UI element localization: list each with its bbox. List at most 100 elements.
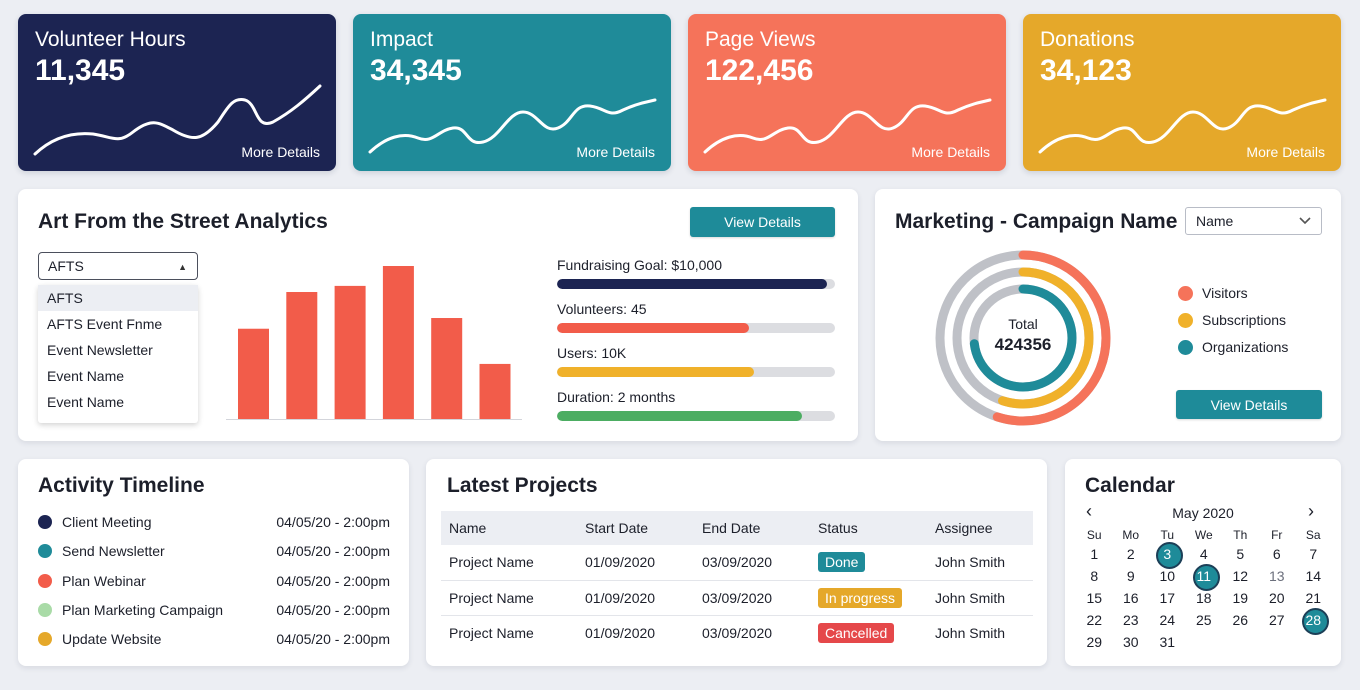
col-header-status[interactable]: Status [810,511,927,545]
next-month-button[interactable]: › [1308,501,1314,521]
bar[interactable] [479,363,511,419]
calendar-day[interactable]: 22 [1076,609,1113,631]
calendar-day[interactable]: 6 [1259,543,1296,565]
more-details-link[interactable]: More Details [576,144,655,160]
calendar-day[interactable]: 23 [1113,609,1150,631]
progress-track [557,323,835,333]
col-header-end[interactable]: End Date [694,511,810,545]
weekday-label: Sa [1305,528,1321,542]
table-row[interactable]: Project Name 01/09/2020 03/09/2020 Cancelle… [441,615,1033,650]
stat-title: Page Views [705,28,816,51]
status-badge: Done [818,552,866,573]
calendar-day[interactable]: 10 [1149,565,1186,587]
calendar-day-number: 19 [1232,590,1249,606]
timeline-item[interactable]: Send Newsletter 04/05/20 - 2:00pm [38,540,390,562]
timeline-dot [38,515,52,529]
calendar-day[interactable]: 28 [1295,608,1332,635]
calendar-day[interactable]: 9 [1113,565,1150,587]
weekday-label: Mo [1122,528,1140,542]
cell-end-date: 03/09/2020 [694,580,810,616]
timeline-item[interactable]: Plan Webinar 04/05/20 - 2:00pm [38,570,390,592]
calendar-day[interactable]: 5 [1222,543,1259,565]
cell-start-date: 01/09/2020 [585,624,656,641]
marketing-view-details-button[interactable]: View Details [1176,390,1322,419]
cell-start-date: 01/09/2020 [577,545,694,581]
sparkline [1038,98,1327,154]
calendar-day[interactable]: 4 [1186,543,1223,565]
calendar-day[interactable]: 14 [1295,565,1332,587]
calendar-day[interactable]: 19 [1222,587,1259,609]
projects-table: Name Start Date End Date Status Assignee… [441,511,1033,650]
calendar-day[interactable]: 3 [1149,542,1186,569]
progress-fill [557,323,749,333]
calendar-day[interactable]: 21 [1295,587,1332,609]
bar[interactable] [286,292,318,419]
weekday-label: Th [1233,528,1248,542]
calendar-day[interactable]: 26 [1222,609,1259,631]
event-select[interactable]: AFTS ▲ [38,252,198,280]
donut-ring-subscriptions[interactable] [952,267,1094,409]
campaign-select[interactable]: Name [1185,207,1322,235]
calendar-day[interactable]: 16 [1113,587,1150,609]
timeline-item[interactable]: Client Meeting 04/05/20 - 2:00pm [38,511,390,533]
calendar-day-number: 29 [1086,634,1103,650]
timeline-item[interactable]: Plan Marketing Campaign 04/05/20 - 2:00pm [38,599,390,621]
dropdown-option[interactable]: AFTS [38,285,198,311]
more-details-link[interactable]: More Details [1246,144,1325,160]
calendar-day[interactable]: 30 [1113,631,1150,653]
col-header-start[interactable]: Start Date [577,511,694,545]
calendar-day [1186,631,1223,653]
calendar-day-number: 24 [1159,612,1176,628]
calendar-day[interactable]: 7 [1295,543,1332,565]
calendar-day-number: 18 [1195,590,1212,606]
calendar-day[interactable]: 25 [1186,609,1223,631]
dropdown-option[interactable]: AFTS Event Fnme [47,316,163,332]
donut-ring-visitors[interactable] [935,250,1111,426]
latest-projects-title: Latest Projects [447,474,598,497]
donut-ring-organizations[interactable] [969,284,1077,392]
dropdown-option[interactable]: Event Newsletter [47,342,153,358]
dropdown-option[interactable]: Event Name [47,394,125,410]
timeline-time: 04/05/20 - 2:00pm [276,631,390,648]
calendar-day[interactable]: 17 [1149,587,1186,609]
cell-status: In progress [810,580,927,616]
calendar-day[interactable]: 24 [1149,609,1186,631]
calendar-day[interactable]: 29 [1076,631,1113,653]
prev-month-button[interactable]: ‹ [1086,501,1092,521]
calendar-day[interactable]: 8 [1076,565,1113,587]
donut-total-label: Total [1008,316,1038,332]
col-header-name[interactable]: Name [441,511,577,545]
bar[interactable] [382,266,414,419]
calendar-day-number: 22 [1086,612,1103,628]
stat-title: Impact [370,28,434,51]
weekday-label: Tu [1160,528,1175,542]
cell-assignee: John Smith [935,624,1006,641]
calendar-day[interactable]: 11 [1186,564,1223,591]
bar[interactable] [334,285,366,419]
dropdown-option[interactable]: Event Name [47,368,125,384]
calendar-day[interactable]: 15 [1076,587,1113,609]
metric-volunteers: Volunteers: 45 [557,301,835,333]
bar[interactable] [431,318,463,419]
calendar-week-row: 15 16 17 18 19 20 21 [1076,587,1332,609]
calendar-day[interactable]: 13 [1259,565,1296,587]
calendar-day[interactable]: 31 [1149,631,1186,653]
bar[interactable] [238,328,269,419]
view-details-button[interactable]: View Details [690,207,835,237]
calendar-day[interactable]: 2 [1113,543,1150,565]
table-row[interactable]: Project Name 01/09/2020 03/09/2020 Done John… [441,545,1033,581]
col-header-assignee[interactable]: Assignee [927,511,1033,545]
timeline-item[interactable]: Update Website 04/05/20 - 2:00pm [38,628,390,650]
timeline-time: 04/05/20 - 2:00pm [276,572,390,589]
calendar-day[interactable]: 18 [1186,587,1223,609]
calendar-day[interactable]: 27 [1259,609,1296,631]
calendar-day[interactable]: 1 [1076,543,1113,565]
calendar-day[interactable]: 20 [1259,587,1296,609]
campaign-donut-chart [935,250,1111,426]
timeline-dot [38,573,52,588]
table-row[interactable]: Project Name 01/09/2020 03/09/2020 In progr… [441,580,1033,616]
more-details-link[interactable]: More Details [241,144,320,160]
calendar-day[interactable]: 12 [1222,565,1259,587]
calendar-day-number: 14 [1305,568,1322,584]
more-details-link[interactable]: More Details [911,144,990,160]
